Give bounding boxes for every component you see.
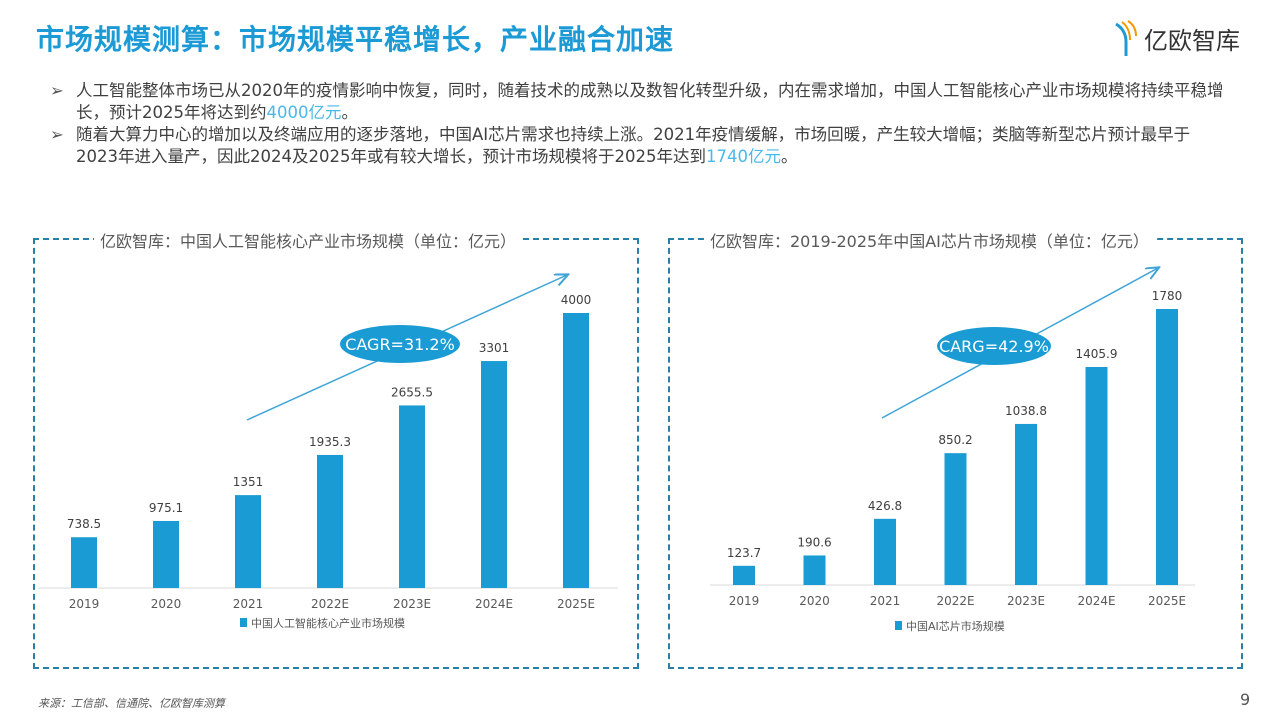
cagr-badge — [937, 327, 1051, 365]
x-tick-label: 2023E — [393, 597, 431, 611]
bar — [481, 361, 507, 588]
logo: 亿欧智库 — [1112, 20, 1240, 56]
bullet-text: 人工智能整体市场已从2020年的疫情影响中恢复，同时，随着技术的成熟以及数智化转… — [76, 81, 1224, 122]
bar — [1015, 423, 1037, 585]
bullet-text-end: 。 — [780, 147, 798, 166]
bullet-item: ➢ 随着大算力中心的增加以及终端应用的逐步落地，中国AI芯片需求也持续上涨。202… — [50, 124, 1230, 168]
legend-swatch — [240, 618, 247, 627]
x-tick-label: 2020 — [151, 597, 182, 611]
bar — [733, 565, 755, 585]
arrow-bullet-icon: ➢ — [50, 125, 64, 144]
data-label: 2655.5 — [391, 385, 433, 399]
bar — [71, 537, 97, 588]
legend-label: 中国AI芯片市场规模 — [906, 619, 1005, 633]
x-tick-label: 2024E — [1077, 594, 1115, 608]
bullet-list: ➢ 人工智能整体市场已从2020年的疫情影响中恢复，同时，随着技术的成熟以及数智化… — [50, 80, 1230, 168]
data-label: 123.7 — [727, 546, 761, 560]
x-tick-label: 2025E — [1148, 594, 1186, 608]
bar — [874, 518, 896, 585]
chart-title-ai-chip: 亿欧智库：2019-2025年中国AI芯片市场规模（单位：亿元） — [704, 228, 1155, 252]
logo-text: 亿欧智库 — [1144, 27, 1240, 55]
x-tick-label: 2019 — [69, 597, 100, 611]
data-label: 738.5 — [67, 517, 101, 531]
x-tick-label: 2019 — [729, 594, 760, 608]
bar — [153, 520, 179, 588]
logo-icon — [1115, 20, 1137, 56]
bar — [944, 453, 967, 585]
cagr-badge — [340, 325, 460, 363]
x-tick-label: 2022E — [936, 594, 974, 608]
data-label: 190.6 — [797, 535, 831, 549]
data-label: 426.8 — [868, 499, 902, 513]
bar — [317, 454, 343, 588]
page-title: 市场规模测算：市场规模平稳增长，产业融合加速 — [36, 23, 675, 56]
cagr-label: CARG=42.9% — [939, 337, 1049, 356]
page-number: 9 — [1240, 690, 1251, 709]
bullet-text: 随着大算力中心的增加以及终端应用的逐步落地，中国AI芯片需求也持续上涨。2021… — [76, 125, 1191, 166]
bullet-item: ➢ 人工智能整体市场已从2020年的疫情影响中恢复，同时，随着技术的成熟以及数智化… — [50, 80, 1230, 124]
x-tick-label: 2022E — [311, 597, 349, 611]
data-label: 3301 — [479, 341, 510, 355]
bar — [1085, 367, 1108, 585]
data-label: 850.2 — [938, 433, 972, 447]
bullet-highlight: 4000亿元 — [266, 103, 342, 122]
bullet-text-end: 。 — [341, 103, 359, 122]
bar — [1156, 309, 1178, 585]
x-tick-label: 2023E — [1007, 594, 1045, 608]
x-tick-label: 2021 — [870, 594, 901, 608]
x-tick-label: 2020 — [799, 594, 830, 608]
data-label: 1780 — [1152, 289, 1183, 303]
bullet-highlight: 1740亿元 — [705, 147, 781, 166]
bar — [803, 555, 826, 585]
legend-label: 中国人工智能核心产业市场规模 — [251, 616, 405, 630]
bar — [563, 313, 589, 588]
chart-title-ai-market: 亿欧智库：中国人工智能核心产业市场规模（单位：亿元） — [94, 228, 523, 252]
bar — [235, 495, 261, 588]
cagr-label: CAGR=31.2% — [345, 335, 455, 354]
x-tick-label: 2024E — [475, 597, 513, 611]
arrow-bullet-icon: ➢ — [50, 81, 64, 100]
legend-swatch — [895, 621, 902, 630]
data-label: 4000 — [561, 293, 592, 307]
bar — [399, 405, 425, 588]
data-label: 1935.3 — [309, 435, 351, 449]
source-note: 来源：工信部、信通院、亿欧智库测算 — [38, 697, 225, 710]
x-tick-label: 2025E — [557, 597, 595, 611]
data-label: 975.1 — [149, 501, 183, 515]
data-label: 1351 — [233, 475, 264, 489]
data-label: 1038.8 — [1005, 404, 1047, 418]
x-tick-label: 2021 — [233, 597, 264, 611]
data-label: 1405.9 — [1076, 347, 1118, 361]
